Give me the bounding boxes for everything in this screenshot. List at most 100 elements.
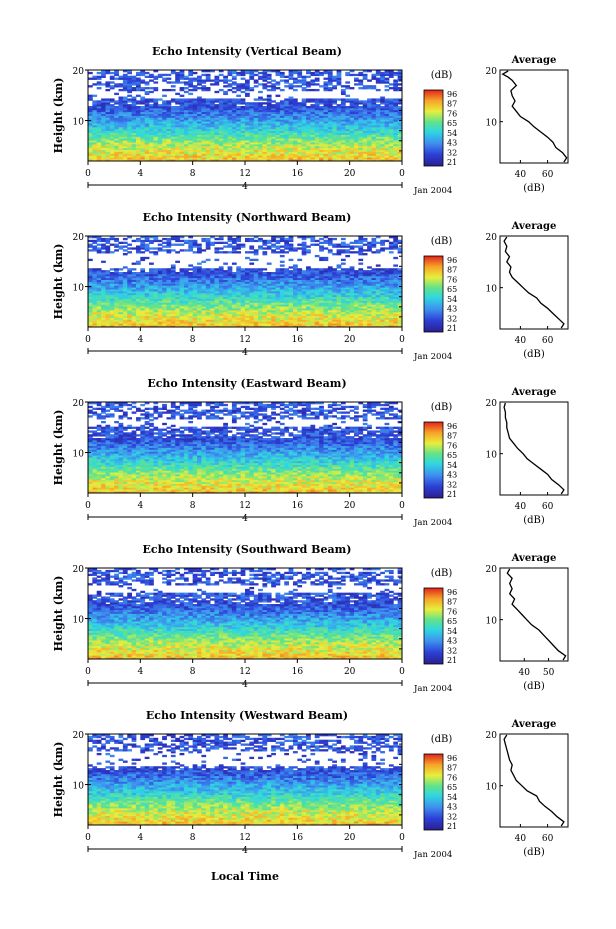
heatmap-cell	[105, 115, 111, 118]
heatmap-cell	[358, 309, 364, 313]
heatmap-cell	[245, 155, 250, 158]
heatmap-cell	[140, 106, 146, 109]
heatmap-cell	[214, 104, 220, 107]
heatmap-cell	[118, 308, 124, 311]
heatmap-cell	[162, 102, 167, 105]
heatmap-cell	[236, 73, 242, 77]
heatmap-cell	[375, 157, 381, 160]
heatmap-cell	[122, 325, 128, 328]
heatmap-cell	[201, 132, 207, 135]
heatmap-cell	[245, 159, 250, 162]
heatmap-cell	[306, 151, 311, 154]
heatmap-cell	[258, 126, 263, 130]
heatmap-cell	[253, 140, 259, 143]
heatmap-cell	[319, 102, 324, 105]
heatmap-cell	[393, 115, 399, 118]
heatmap-cell	[345, 100, 351, 103]
heatmap-cell	[197, 132, 202, 135]
heatmap-cell	[205, 123, 211, 126]
heatmap-cell	[327, 88, 333, 92]
heatmap-cell	[327, 138, 333, 141]
heatmap-cell	[384, 107, 390, 111]
heatmap-cell	[101, 73, 106, 77]
heatmap-cell	[292, 136, 298, 139]
heatmap-cell	[336, 308, 342, 311]
heatmap-cell	[319, 121, 324, 124]
heatmap-cell	[354, 132, 359, 135]
heatmap-cell	[192, 323, 198, 326]
heatmap-cell	[218, 317, 224, 320]
heatmap-cell	[105, 151, 111, 154]
heatmap-cell	[153, 107, 159, 111]
heatmap-cell	[88, 300, 93, 303]
heatmap-cell	[240, 306, 246, 309]
heatmap-cell	[358, 149, 364, 152]
heatmap-cell	[88, 121, 93, 124]
heatmap-cell	[109, 140, 115, 143]
heatmap-cell	[135, 126, 141, 130]
heatmap-cell	[284, 308, 290, 311]
heatmap-cell	[340, 85, 346, 88]
heatmap-cell	[109, 100, 115, 103]
heatmap-cell	[349, 155, 355, 158]
heatmap-cell	[183, 90, 189, 94]
heatmap-cell	[223, 121, 228, 124]
heatmap-cell	[218, 304, 224, 307]
heatmap-cell	[279, 313, 285, 317]
heatmap-cell	[271, 304, 276, 307]
heatmap-cell	[249, 321, 255, 324]
heatmap-cell	[327, 317, 333, 320]
heatmap-cell	[210, 149, 215, 152]
heatmap-cell	[118, 159, 124, 162]
heatmap-cell	[109, 151, 115, 154]
heatmap-cell	[227, 315, 233, 318]
heatmap-cell	[140, 140, 146, 143]
heatmap-cell	[88, 106, 93, 109]
heatmap-cell	[157, 113, 163, 116]
heatmap-cell	[192, 315, 198, 318]
heatmap-cell	[327, 323, 333, 326]
heatmap-cell	[358, 134, 364, 137]
heatmap-cell	[231, 71, 237, 75]
heatmap-cell	[183, 134, 189, 137]
heatmap-cell	[340, 92, 346, 96]
heatmap-cell	[227, 140, 233, 143]
heatmap-cell	[210, 323, 215, 326]
heatmap-cell	[323, 124, 329, 128]
heatmap-cell	[323, 119, 329, 122]
heatmap-cell	[205, 159, 211, 162]
heatmap-cell	[144, 98, 150, 101]
heatmap-cell	[135, 117, 141, 120]
heatmap-cell	[380, 151, 385, 154]
heatmap-cell	[197, 111, 202, 115]
heatmap-cell	[192, 143, 198, 147]
heatmap-cell	[149, 323, 154, 326]
heatmap-cell	[301, 115, 307, 118]
heatmap-cell	[96, 75, 102, 78]
heatmap-cell	[275, 106, 281, 109]
heatmap-cell	[218, 126, 224, 130]
heatmap-cell	[345, 117, 351, 120]
heatmap-cell	[327, 70, 333, 73]
heatmap-cell	[349, 126, 355, 130]
heatmap-cell	[275, 102, 281, 105]
heatmap-cell	[131, 106, 137, 109]
heatmap-cell	[96, 153, 102, 156]
heatmap-cell	[240, 119, 246, 122]
heatmap-cell	[214, 143, 220, 147]
heatmap-cell	[323, 121, 329, 124]
heatmap-cell	[332, 85, 337, 88]
heatmap-cell	[301, 302, 307, 305]
heatmap-cell	[297, 308, 303, 311]
heatmap-cell	[292, 309, 298, 313]
heatmap-cell	[262, 321, 268, 324]
heatmap-cell	[131, 124, 137, 128]
heatmap-cell	[375, 302, 381, 305]
heatmap-cell	[144, 149, 150, 152]
heatmap-cell	[149, 325, 154, 328]
heatmap-cell	[354, 143, 359, 147]
heatmap-cell	[157, 145, 163, 149]
heatmap-cell	[192, 157, 198, 160]
heatmap-cell	[122, 140, 128, 143]
heatmap-cell	[340, 104, 346, 107]
